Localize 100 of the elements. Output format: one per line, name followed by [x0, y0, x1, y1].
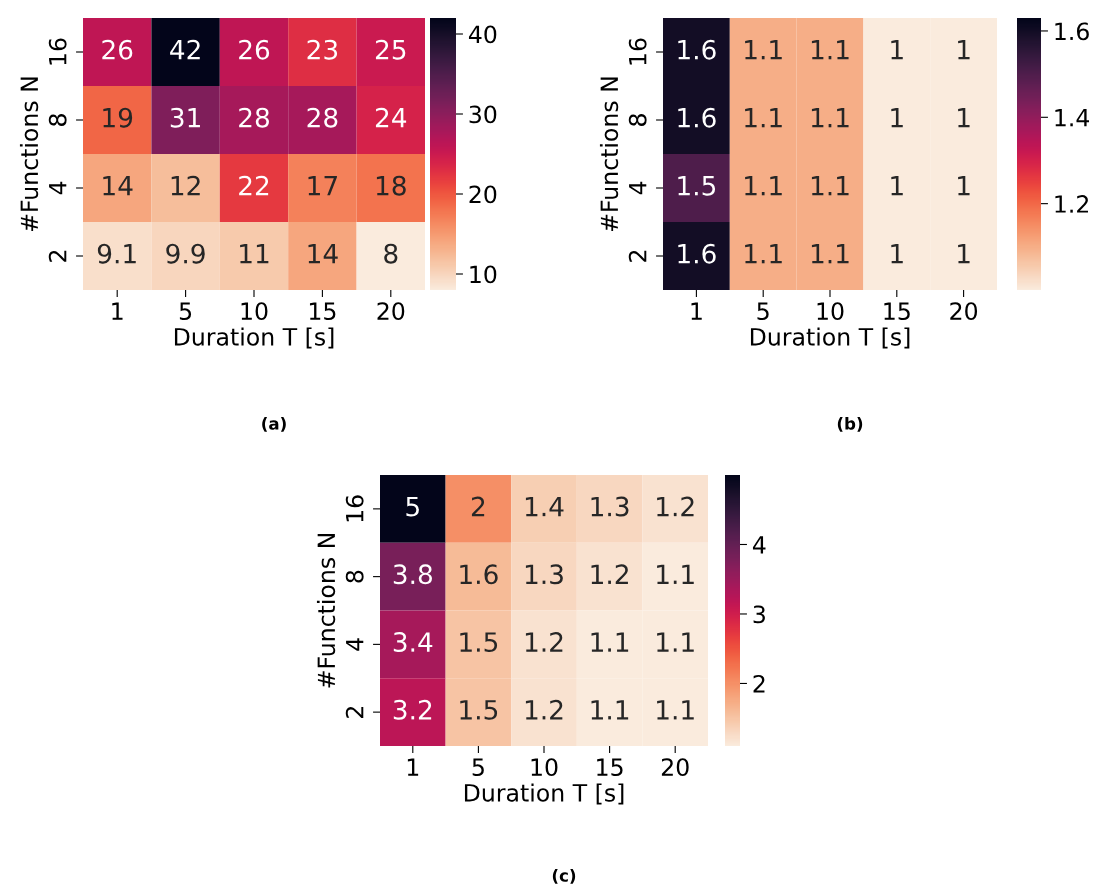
data-label: 1.1 — [657, 564, 694, 584]
data-label: 3.8 — [393, 564, 432, 585]
data-label: 2 — [471, 496, 485, 517]
data-label: 1.1 — [657, 632, 694, 652]
data-label: 1.3 — [525, 564, 563, 585]
color-bar-label: 1.4 — [1055, 109, 1090, 127]
x-axis-title: Duration T [s] — [464, 783, 624, 805]
data-label: 5 — [406, 496, 419, 517]
color-bar-label: 20 — [469, 185, 497, 204]
data-label: 1.1 — [745, 244, 782, 264]
data-label: 1.1 — [811, 176, 849, 196]
color-bar-label: 10 — [470, 265, 497, 284]
x-tick-label: 15 — [597, 758, 623, 777]
data-label: 1 — [958, 244, 970, 264]
data-label: 1.1 — [745, 108, 782, 128]
data-label: 25 — [375, 39, 406, 60]
data-label: 1 — [891, 176, 903, 196]
data-label: 31 — [170, 107, 200, 128]
color-bar-label: 1.2 — [1055, 195, 1088, 213]
x-tick-label: 15 — [309, 302, 336, 321]
color-bar-label: 2 — [753, 674, 765, 693]
color-bar-label: 4 — [752, 536, 766, 554]
data-label: 1.5 — [460, 632, 498, 653]
data-label: 14 — [103, 176, 133, 196]
y-axis-title: #Functions N — [19, 77, 39, 232]
color-bar-label: 30 — [469, 105, 497, 124]
data-label: 1.2 — [591, 564, 628, 584]
data-label: 1 — [958, 108, 970, 128]
y-tick-label: 4 — [49, 181, 67, 195]
data-label: 8 — [384, 243, 398, 264]
data-label: 17 — [308, 176, 337, 196]
data-label: 1 — [891, 40, 903, 60]
text: (b) — [837, 416, 863, 432]
x-tick-label: 1 — [691, 302, 702, 320]
y-tick-label: 2 — [345, 706, 364, 718]
data-label: 1.2 — [525, 699, 563, 720]
y-axis-title: #Functions N — [316, 533, 336, 688]
data-label: 1 — [891, 108, 903, 128]
text: (a) — [262, 416, 286, 432]
x-tick-label: 1 — [407, 758, 419, 776]
data-label: 1.2 — [525, 632, 563, 652]
x-tick-label: 1 — [112, 302, 123, 320]
data-label: 1.5 — [678, 176, 716, 196]
x-tick-label: 20 — [661, 758, 689, 777]
data-label: 1.2 — [657, 496, 694, 517]
x-tick-label: 20 — [377, 302, 405, 321]
data-label: 1.4 — [525, 496, 564, 517]
color-bar-label: 1.6 — [1055, 22, 1089, 41]
data-label: 3.4 — [393, 632, 433, 653]
data-label: 11 — [240, 244, 269, 264]
data-label: 3.2 — [393, 699, 432, 720]
data-label: 9.9 — [166, 243, 205, 264]
data-label: 26 — [239, 39, 270, 60]
data-label: 9.1 — [97, 243, 136, 264]
data-label: 1.6 — [460, 564, 498, 585]
data-label: 28 — [239, 107, 269, 128]
x-tick-label: 5 — [472, 758, 484, 777]
data-label: 1.1 — [811, 108, 849, 128]
color-bar-label: 40 — [468, 25, 497, 44]
color-bar-label: 3 — [753, 605, 765, 624]
data-label: 14 — [308, 244, 338, 264]
x-axis-title: Duration T [s] — [750, 327, 910, 349]
data-label: 1.1 — [745, 176, 782, 196]
x-tick-label: 15 — [884, 302, 910, 321]
data-label: 1.3 — [591, 496, 629, 517]
y-tick-label: 8 — [628, 114, 647, 126]
data-label: 1.5 — [460, 700, 498, 720]
y-tick-label: 2 — [48, 250, 67, 262]
data-label: 18 — [376, 175, 406, 196]
text: (c) — [552, 868, 576, 884]
y-tick-label: 8 — [345, 570, 364, 583]
data-label: 19 — [103, 107, 133, 128]
y-tick-label: 8 — [48, 114, 67, 126]
y-tick-label: 16 — [345, 495, 364, 522]
data-label: 1.1 — [745, 40, 782, 60]
x-tick-label: 10 — [241, 302, 268, 321]
y-tick-label: 2 — [628, 250, 647, 262]
data-label: 26 — [102, 39, 133, 60]
y-tick-label: 16 — [48, 38, 67, 65]
data-label: 1 — [891, 244, 903, 264]
data-label: 12 — [171, 175, 200, 196]
y-tick-label: 4 — [629, 181, 647, 195]
data-label: 1.1 — [811, 40, 849, 60]
data-label: 1.6 — [678, 243, 716, 264]
data-label: 1.1 — [591, 632, 629, 652]
data-label: 1 — [958, 176, 970, 196]
x-axis-title: Duration T [s] — [174, 327, 334, 349]
y-tick-label: 4 — [346, 638, 364, 651]
x-tick-label: 5 — [757, 302, 769, 321]
data-label: 1.6 — [678, 107, 716, 128]
data-label: 28 — [307, 107, 338, 128]
x-tick-label: 20 — [950, 302, 978, 321]
data-label: 1.1 — [657, 700, 694, 720]
data-label: 23 — [307, 39, 338, 60]
data-label: 1.6 — [678, 39, 716, 60]
data-label: 1.1 — [591, 700, 629, 720]
data-label: 1.1 — [811, 244, 849, 264]
x-tick-label: 10 — [817, 302, 844, 321]
data-label: 22 — [239, 175, 269, 196]
y-axis-title: #Functions N — [599, 77, 619, 232]
